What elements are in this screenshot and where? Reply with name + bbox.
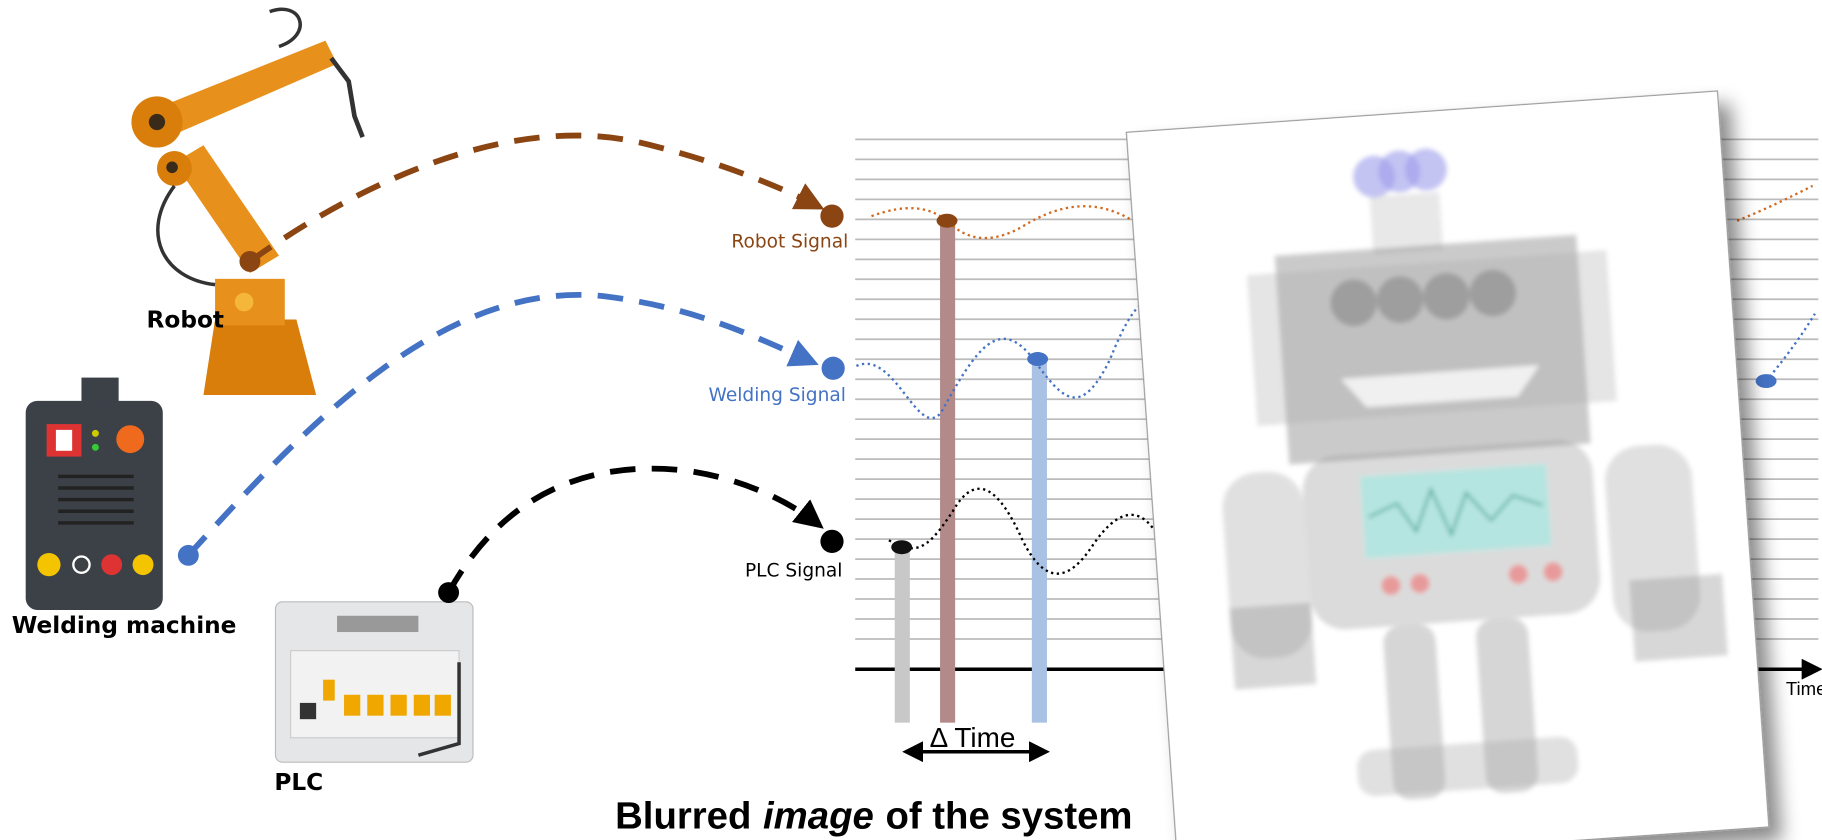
title-part: Blurred [615,794,751,837]
plc-label: PLC [274,769,323,796]
robot-bar [940,218,956,723]
welding-machine-icon [25,377,163,610]
title-italic: image [763,794,874,837]
title: Blurred image of the system [615,794,1132,837]
welding-signal-label: Welding Signal [709,385,846,406]
robot-icon [131,7,365,396]
plc-icon [274,601,474,763]
time-axis-label: Time [1786,678,1822,699]
robot-signal [871,205,1134,240]
welding-arrow [186,292,819,558]
blurred-image-card [1125,90,1770,840]
title-part: of the system [885,794,1132,837]
robot-node [820,204,844,228]
welding-signal [855,301,1146,420]
plc-signal-label: PLC Signal [745,560,842,581]
robot-signal-label: Robot Signal [731,231,848,252]
plc-arrow [446,465,824,594]
delta-time-label: Δ Time [930,722,1016,753]
robot-label: Robot [147,307,225,334]
plc-signal [888,487,1169,575]
welding-bar [1031,357,1047,723]
plc-node [820,529,844,554]
robot-arrow [248,132,825,264]
plc-bar [894,546,910,723]
welding-machine-label: Welding machine [12,612,237,639]
welding-node [821,356,845,380]
